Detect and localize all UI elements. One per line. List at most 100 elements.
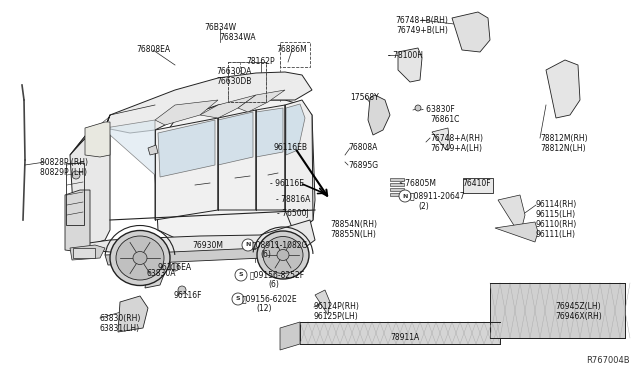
Ellipse shape [263,237,303,273]
Text: 76808EA: 76808EA [136,45,170,55]
Text: 76886M: 76886M [276,45,307,55]
Text: (12): (12) [256,305,271,314]
Polygon shape [105,248,263,265]
Polygon shape [285,100,313,235]
Bar [280,42,310,67]
Text: N: N [403,193,408,199]
Circle shape [171,263,179,271]
Polygon shape [65,190,90,252]
Text: - 78816A: - 78816A [276,195,310,203]
Text: 96116F: 96116F [173,291,202,299]
Text: ⓝ08911-1082G: ⓝ08911-1082G [252,241,308,250]
Text: 76861C: 76861C [430,115,460,125]
Polygon shape [315,290,330,315]
Text: 63831(LH): 63831(LH) [100,324,140,333]
Circle shape [415,105,421,111]
Bar [66,163,84,225]
Polygon shape [398,48,422,82]
Text: N: N [245,243,251,247]
Text: 76930M: 76930M [192,241,223,250]
Text: 76749+B(LH): 76749+B(LH) [396,26,448,35]
Bar [300,322,500,344]
Polygon shape [118,296,148,332]
Ellipse shape [110,231,170,285]
Polygon shape [85,122,110,157]
Circle shape [235,269,247,281]
Polygon shape [256,105,285,210]
Text: - 76500J: - 76500J [277,208,309,218]
Text: 80829P (LH): 80829P (LH) [40,167,87,176]
Text: 76630DA: 76630DA [216,67,252,77]
Text: - 78100H: - 78100H [388,51,423,60]
Polygon shape [70,128,110,245]
Text: 76748+A(RH): 76748+A(RH) [430,134,483,142]
Polygon shape [218,112,253,165]
Ellipse shape [133,251,147,264]
Text: 96116EA: 96116EA [158,263,192,272]
Circle shape [72,171,80,179]
Polygon shape [452,12,490,52]
Text: 76946X(RH): 76946X(RH) [555,312,602,321]
Text: S: S [236,296,240,301]
Text: R767004B: R767004B [586,356,630,365]
Text: 76895G: 76895G [348,160,378,170]
Circle shape [399,190,411,202]
Circle shape [232,293,244,305]
Text: - 76805M: - 76805M [400,179,436,187]
Polygon shape [155,100,218,125]
Text: 76748+B(RH): 76748+B(RH) [396,16,449,25]
Text: ⓝ08911-20647: ⓝ08911-20647 [410,192,466,201]
Text: 96116EB: 96116EB [274,144,308,153]
Bar [490,283,625,338]
Polygon shape [546,60,580,118]
Ellipse shape [277,250,289,260]
Polygon shape [368,95,390,135]
Text: 78162P: 78162P [246,58,275,67]
Bar [390,188,404,191]
Polygon shape [145,262,165,288]
Polygon shape [256,108,283,157]
Text: - 96116E: - 96116E [270,179,304,187]
Polygon shape [155,100,315,242]
Polygon shape [158,120,215,177]
Polygon shape [280,322,300,350]
Text: 76945Z(LH): 76945Z(LH) [555,302,600,311]
Text: 76749+A(LH): 76749+A(LH) [430,144,482,153]
Text: (6): (6) [268,280,279,289]
Text: 78855N(LH): 78855N(LH) [330,230,376,238]
Text: 76808A: 76808A [348,144,378,153]
Text: 78911A: 78911A [390,334,420,343]
Bar [463,178,493,193]
Text: 96124P(RH): 96124P(RH) [314,302,360,311]
Bar [390,183,404,186]
Text: (6): (6) [260,250,271,260]
Bar [228,62,266,102]
Circle shape [242,239,254,251]
Text: 96111(LH): 96111(LH) [536,231,576,240]
Text: 63830(RH): 63830(RH) [100,314,141,323]
Text: (2): (2) [418,202,429,211]
Ellipse shape [257,231,309,279]
Text: 96110(RH): 96110(RH) [536,221,577,230]
Polygon shape [432,128,450,150]
Polygon shape [105,120,155,175]
Polygon shape [75,220,315,258]
Text: 76B34W: 76B34W [204,23,236,32]
Text: 76630DB: 76630DB [216,77,252,86]
Polygon shape [498,195,525,235]
Text: 78854N(RH): 78854N(RH) [330,219,377,228]
Text: Ⓜ09156-8252F: Ⓜ09156-8252F [250,270,305,279]
Ellipse shape [116,236,164,280]
Polygon shape [495,222,538,242]
Polygon shape [70,115,110,155]
Text: 78812N(LH): 78812N(LH) [540,144,586,153]
Polygon shape [90,72,312,133]
Text: 63830A: 63830A [147,269,176,278]
Polygon shape [218,110,256,210]
Text: 76410F: 76410F [462,179,491,187]
Text: S: S [239,273,243,278]
Text: 76834WA: 76834WA [220,33,256,42]
Text: Ⓜ09156-6202E: Ⓜ09156-6202E [242,295,298,304]
Polygon shape [200,95,256,118]
Text: 78812M(RH): 78812M(RH) [540,134,588,142]
